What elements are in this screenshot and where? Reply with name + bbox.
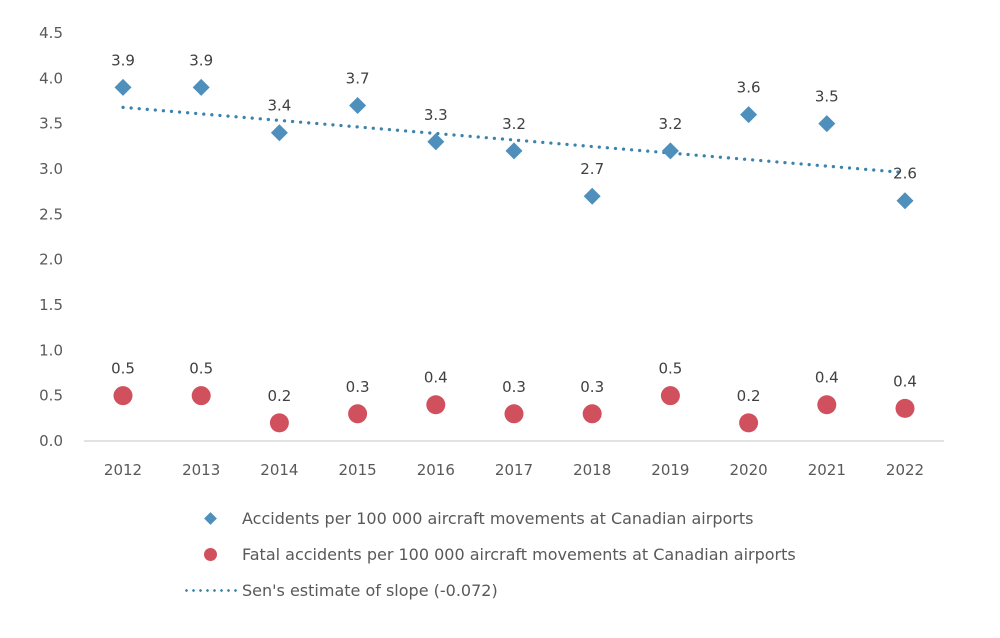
accidents-point bbox=[192, 78, 210, 96]
accidents-data-label: 3.3 bbox=[424, 106, 448, 124]
x-tick-label: 2022 bbox=[886, 461, 924, 479]
fatal-accidents-point bbox=[817, 395, 837, 415]
fatal-accidents-point bbox=[504, 404, 524, 424]
accidents-data-label: 3.5 bbox=[815, 88, 839, 106]
x-tick-label: 2021 bbox=[808, 461, 846, 479]
data-labels: 3.9 3.9 3.4 3.7 3.3 3.2 2.7 3.2 3.6 3.5 2.6 0.5 0.5 0… bbox=[111, 51, 917, 404]
x-tick-label: 2017 bbox=[495, 461, 533, 479]
x-tick-label: 2014 bbox=[260, 461, 298, 479]
accidents-data-label: 2.7 bbox=[580, 160, 604, 178]
fatal-accidents-data-label: 0.5 bbox=[658, 360, 682, 378]
fatal-accidents-data-label: 0.5 bbox=[189, 360, 213, 378]
fatal-accidents-data-label: 0.4 bbox=[815, 369, 839, 387]
fatal-accidents-data-label: 0.2 bbox=[267, 387, 291, 405]
diamond-marker-icon bbox=[203, 511, 217, 525]
fatal-accidents-data-label: 0.4 bbox=[424, 369, 448, 387]
legend-item-accidents: Accidents per 100 000 aircraft movements… bbox=[178, 500, 796, 536]
x-tick-label: 2013 bbox=[182, 461, 220, 479]
legend: Accidents per 100 000 aircraft movements… bbox=[178, 500, 796, 608]
dotted-line-icon bbox=[183, 588, 237, 592]
y-tick-label: 0.5 bbox=[39, 387, 63, 405]
accidents-data-label: 3.2 bbox=[502, 115, 526, 133]
x-tick-label: 2019 bbox=[651, 461, 689, 479]
circle-marker-icon bbox=[203, 547, 217, 561]
accidents-point bbox=[740, 106, 758, 124]
fatal-accidents-point bbox=[269, 413, 289, 433]
x-axis-ticks: 2012 2013 2014 2015 2016 2017 2018 2019 2020 2021… bbox=[104, 461, 924, 479]
legend-item-fatal-accidents: Fatal accidents per 100 000 aircraft mov… bbox=[178, 536, 796, 572]
accidents-point bbox=[270, 124, 288, 142]
y-tick-label: 2.0 bbox=[39, 251, 63, 269]
accidents-point bbox=[661, 142, 679, 160]
fatal-accidents-point bbox=[660, 386, 680, 406]
legend-label: Accidents per 100 000 aircraft movements… bbox=[242, 508, 754, 528]
y-tick-label: 4.5 bbox=[39, 24, 63, 42]
chart: 0.00.51.01.52.02.53.03.54.04.5 2012 2013 2… bbox=[39, 24, 944, 479]
fatal-accidents-data-label: 0.5 bbox=[111, 360, 135, 378]
accidents-point bbox=[114, 78, 132, 96]
y-tick-label: 2.5 bbox=[39, 205, 63, 223]
fatal-accidents-point bbox=[113, 386, 133, 406]
accidents-point bbox=[427, 133, 445, 151]
fatal-accidents-point bbox=[426, 395, 446, 415]
accidents-point bbox=[818, 115, 836, 133]
accidents-point bbox=[896, 192, 914, 210]
accidents-data-label: 3.4 bbox=[267, 97, 291, 115]
y-tick-label: 0.0 bbox=[39, 432, 63, 450]
accidents-point bbox=[583, 187, 601, 205]
x-tick-label: 2016 bbox=[417, 461, 455, 479]
fatal-accidents-data-label: 0.3 bbox=[346, 378, 370, 396]
y-tick-label: 3.0 bbox=[39, 160, 63, 178]
legend-label: Fatal accidents per 100 000 aircraft mov… bbox=[242, 544, 796, 564]
accidents-data-label: 2.6 bbox=[893, 165, 917, 183]
y-tick-label: 1.5 bbox=[39, 296, 63, 314]
legend-label: Sen's estimate of slope (-0.072) bbox=[242, 580, 498, 600]
accidents-point bbox=[349, 97, 367, 115]
fatal-accidents-data-label: 0.3 bbox=[580, 378, 604, 396]
accidents-data-label: 3.7 bbox=[346, 70, 370, 88]
y-axis-ticks: 0.0 0.5 1.0 1.5 2.0 2.5 3.0 3.5 4.0 4.5 bbox=[39, 24, 63, 450]
accidents-data-label: 3.2 bbox=[658, 115, 682, 133]
accidents-data-label: 3.9 bbox=[189, 51, 213, 69]
x-tick-label: 2020 bbox=[730, 461, 768, 479]
sen-slope-trendline bbox=[121, 105, 907, 175]
data-marks bbox=[113, 78, 915, 433]
fatal-accidents-point bbox=[348, 404, 368, 424]
accidents-data-label: 3.9 bbox=[111, 51, 135, 69]
y-tick-label: 1.0 bbox=[39, 341, 63, 359]
fatal-accidents-data-label: 0.4 bbox=[893, 372, 917, 390]
trendline bbox=[121, 105, 907, 175]
legend-item-trendline: Sen's estimate of slope (-0.072) bbox=[178, 572, 796, 608]
fatal-accidents-point bbox=[739, 413, 759, 433]
x-tick-label: 2018 bbox=[573, 461, 611, 479]
accidents-data-label: 3.6 bbox=[737, 79, 761, 97]
fatal-accidents-point bbox=[582, 404, 602, 424]
fatal-accidents-point bbox=[191, 386, 211, 406]
y-tick-label: 3.5 bbox=[39, 115, 63, 133]
y-tick-label: 4.0 bbox=[39, 69, 63, 87]
fatal-accidents-data-label: 0.2 bbox=[737, 387, 761, 405]
accidents-point bbox=[505, 142, 523, 160]
fatal-accidents-point bbox=[895, 398, 915, 418]
x-tick-label: 2012 bbox=[104, 461, 142, 479]
fatal-accidents-data-label: 0.3 bbox=[502, 378, 526, 396]
x-tick-label: 2015 bbox=[339, 461, 377, 479]
